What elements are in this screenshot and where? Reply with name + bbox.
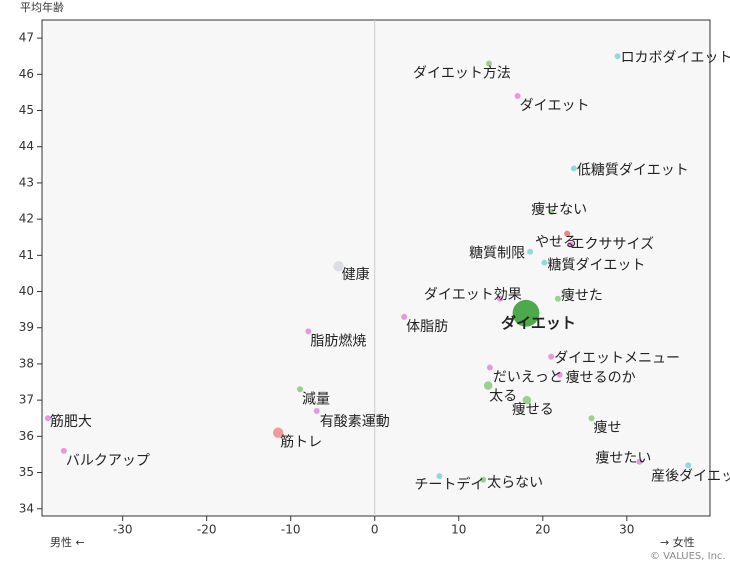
- point: [486, 60, 493, 67]
- point-label: 痩せたい: [595, 450, 651, 467]
- point-label: やせる: [535, 235, 577, 251]
- y-tick-label: 34: [19, 501, 34, 515]
- y-tick-label: 44: [19, 139, 34, 153]
- point-label: 筋肥大: [50, 413, 92, 430]
- y-tick-label: 37: [19, 393, 34, 407]
- x-tick-label: -30: [113, 523, 133, 537]
- point: [313, 408, 320, 415]
- y-tick-label: 47: [19, 31, 34, 45]
- point-label: だいえっと: [493, 370, 563, 386]
- x-label-right: → 女性: [660, 535, 695, 549]
- plot-area: [41, 19, 711, 517]
- point: [614, 53, 621, 60]
- point-label: 痩せる: [512, 401, 554, 418]
- point: [512, 299, 540, 327]
- point: [514, 93, 521, 100]
- point: [305, 328, 312, 335]
- point: [522, 395, 532, 405]
- point: [527, 248, 534, 255]
- point-label: 有酸素運動: [320, 414, 390, 430]
- x-tick-label: -10: [281, 523, 301, 537]
- point-label: 筋トレ: [280, 434, 322, 451]
- point: [496, 295, 503, 302]
- point: [685, 462, 692, 469]
- x-tick-label: 30: [619, 523, 634, 537]
- point-label: 減量: [302, 390, 330, 407]
- point: [567, 241, 574, 248]
- point-label: チートデイ: [414, 476, 484, 493]
- point-label: 痩せない: [531, 201, 587, 218]
- x-tick-label: -20: [197, 523, 217, 537]
- y-tick-label: 45: [19, 103, 34, 117]
- point-label: 低糖質ダイエット: [577, 162, 689, 178]
- point: [401, 313, 408, 320]
- point: [483, 381, 493, 390]
- point-label: 糖質ダイエット: [547, 258, 645, 274]
- y-tick-label: 42: [19, 212, 34, 226]
- point: [548, 208, 555, 215]
- point-label: ダイエット効果: [424, 287, 522, 303]
- point: [44, 415, 51, 422]
- y-tick-label: 39: [19, 320, 34, 334]
- point-label: ダイエットメニュー: [554, 351, 680, 367]
- point: [480, 476, 487, 483]
- point-label: ロカボダイエット: [621, 50, 730, 66]
- point-label: ダイエット: [520, 98, 590, 114]
- point: [436, 473, 443, 480]
- point-label: 糖質制限: [469, 246, 525, 262]
- point: [636, 458, 643, 465]
- point-label: 痩せ: [594, 419, 622, 436]
- y-axis-label: 平均年齢: [20, 0, 64, 14]
- y-tick-label: 36: [19, 429, 34, 443]
- y-tick-label: 41: [19, 248, 34, 262]
- point: [570, 165, 577, 172]
- point-label: バルクアップ: [66, 453, 150, 469]
- x-tick-label: 0: [371, 523, 379, 537]
- y-tick-label: 40: [19, 284, 34, 298]
- point: [556, 371, 563, 378]
- point: [564, 230, 571, 237]
- point-label: 脂肪燃焼: [310, 332, 366, 349]
- point-label: エクササイズ: [571, 236, 655, 252]
- point-label: ダイエット: [501, 314, 576, 332]
- y-tick-label: 35: [19, 465, 34, 479]
- point: [60, 447, 67, 454]
- point: [272, 427, 284, 438]
- point: [296, 386, 303, 393]
- point-label: 太らない: [487, 475, 543, 491]
- point: [541, 259, 548, 266]
- y-tick-label: 46: [19, 67, 34, 81]
- point: [333, 260, 344, 272]
- point-label: 体脂肪: [406, 319, 448, 335]
- point: [588, 415, 595, 422]
- point-label: ダイエット方法: [413, 65, 511, 81]
- point: [554, 295, 561, 302]
- x-label-left: 男性 ←: [50, 535, 85, 549]
- point-label: 痩せるのか: [566, 369, 636, 386]
- y-tick-label: 38: [19, 356, 34, 370]
- point-label: 太る: [489, 389, 517, 405]
- point: [486, 364, 493, 371]
- x-tick-label: 10: [451, 523, 466, 537]
- y-tick-label: 43: [19, 175, 34, 189]
- point-label: 健康: [342, 266, 370, 283]
- credit: © VALUES, Inc.: [650, 551, 726, 562]
- point-label: 痩せた: [561, 287, 603, 304]
- point-label: 産後ダイエット: [651, 468, 730, 484]
- point: [548, 353, 555, 360]
- x-tick-label: 20: [535, 523, 550, 537]
